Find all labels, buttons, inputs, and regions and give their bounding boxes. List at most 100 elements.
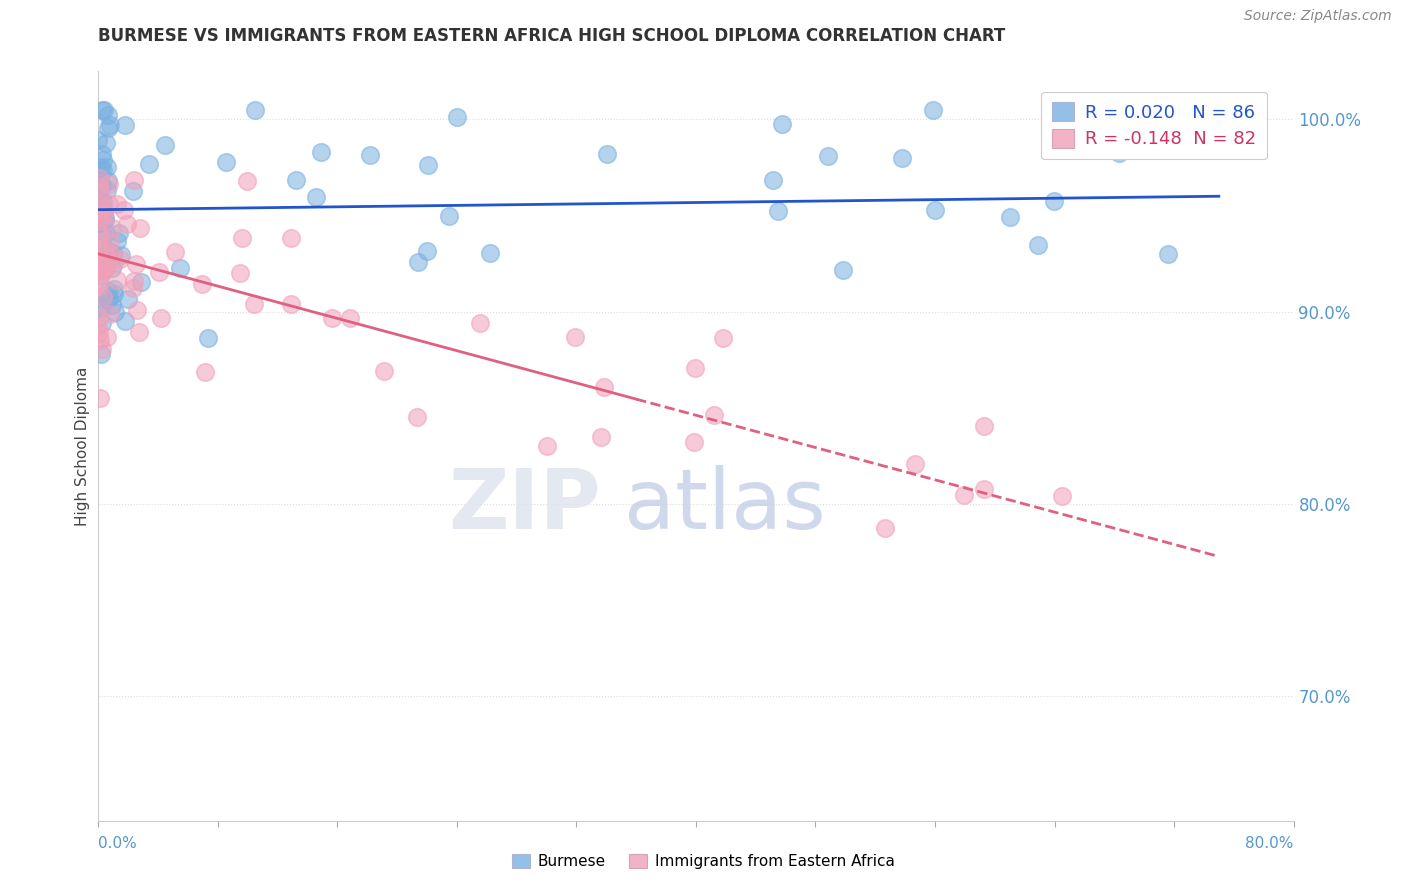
Point — [98, 235, 121, 250]
Point — [215, 154, 238, 169]
Point — [131, 275, 153, 289]
Point — [98, 118, 121, 132]
Point — [94, 227, 117, 241]
Point — [766, 204, 789, 219]
Point — [89, 198, 111, 212]
Point — [97, 247, 120, 261]
Point — [89, 268, 111, 283]
Point — [93, 201, 115, 215]
Point — [97, 108, 120, 122]
Point — [97, 292, 120, 306]
Point — [89, 173, 111, 187]
Point — [91, 317, 114, 331]
Text: 80.0%: 80.0% — [1246, 836, 1294, 851]
Point — [89, 263, 111, 277]
Point — [87, 133, 110, 147]
Point — [117, 292, 139, 306]
Point — [127, 303, 149, 318]
Point — [104, 304, 127, 318]
Point — [1108, 146, 1130, 161]
Point — [564, 330, 586, 344]
Point — [98, 196, 121, 211]
Point — [191, 277, 214, 291]
Point — [101, 298, 124, 312]
Point — [596, 147, 619, 161]
Point — [87, 216, 110, 230]
Point — [128, 220, 150, 235]
Text: ZIP: ZIP — [449, 466, 600, 547]
Point — [973, 419, 995, 434]
Point — [103, 256, 125, 270]
Point — [89, 186, 111, 200]
Point — [339, 311, 361, 326]
Text: atlas: atlas — [624, 466, 825, 547]
Point — [373, 364, 395, 378]
Point — [90, 301, 112, 315]
Point — [589, 430, 612, 444]
Point — [280, 297, 302, 311]
Point — [243, 297, 266, 311]
Point — [90, 347, 112, 361]
Point — [711, 331, 734, 345]
Point — [96, 160, 118, 174]
Point — [103, 286, 125, 301]
Point — [97, 177, 120, 191]
Point — [101, 221, 124, 235]
Point — [406, 409, 429, 424]
Point — [1052, 489, 1074, 503]
Point — [87, 162, 110, 177]
Point — [97, 120, 120, 135]
Point — [108, 227, 131, 241]
Point — [96, 259, 118, 273]
Point — [90, 161, 112, 175]
Point — [98, 307, 121, 321]
Point — [91, 208, 114, 222]
Point — [280, 231, 302, 245]
Point — [437, 209, 460, 223]
Point — [87, 211, 110, 225]
Point — [90, 146, 112, 161]
Point — [703, 409, 725, 423]
Point — [105, 197, 128, 211]
Point — [922, 103, 945, 117]
Point — [87, 310, 110, 325]
Point — [96, 329, 118, 343]
Point — [103, 282, 125, 296]
Point — [122, 184, 145, 198]
Point — [115, 217, 138, 231]
Point — [904, 457, 927, 471]
Point — [105, 272, 128, 286]
Point — [94, 247, 117, 261]
Point — [87, 170, 110, 185]
Point — [89, 391, 111, 405]
Point — [87, 298, 110, 312]
Point — [231, 231, 253, 245]
Point — [110, 248, 132, 262]
Point — [87, 216, 110, 230]
Point — [101, 260, 124, 275]
Point — [90, 342, 112, 356]
Point — [93, 103, 115, 117]
Point — [110, 252, 132, 266]
Point — [973, 482, 995, 496]
Point — [309, 145, 332, 160]
Point — [468, 316, 491, 330]
Point — [592, 380, 614, 394]
Point — [891, 152, 914, 166]
Point — [998, 210, 1021, 224]
Point — [683, 435, 706, 450]
Point — [91, 194, 114, 209]
Point — [536, 439, 558, 453]
Point — [94, 263, 117, 277]
Point — [87, 252, 110, 267]
Point — [91, 153, 114, 167]
Point — [321, 311, 343, 326]
Point — [93, 205, 115, 219]
Point — [415, 244, 437, 258]
Point — [305, 189, 328, 203]
Point — [96, 184, 118, 198]
Point — [91, 202, 114, 216]
Point — [87, 319, 110, 334]
Point — [128, 325, 150, 339]
Point — [97, 292, 120, 306]
